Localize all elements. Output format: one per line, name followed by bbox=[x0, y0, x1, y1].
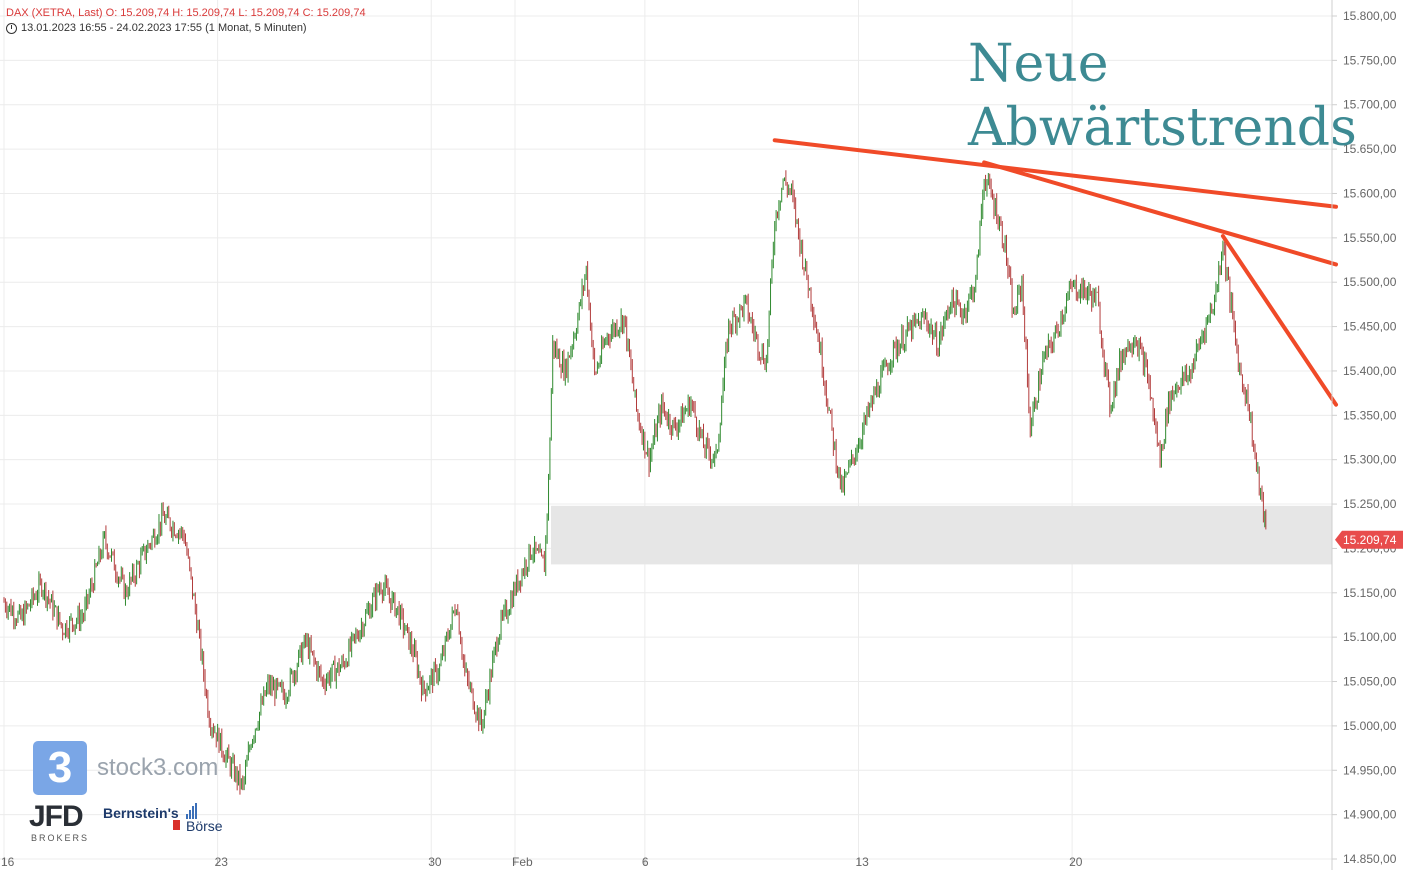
x-tick-label: 20 bbox=[1069, 855, 1083, 869]
instrument-ohlc-header: DAX (XETRA, Last) O: 15.209,74 H: 15.209… bbox=[6, 7, 366, 19]
y-tick-label: 15.600,00 bbox=[1343, 186, 1397, 200]
y-tick-label: 15.050,00 bbox=[1343, 675, 1397, 689]
last-price-tag-bg bbox=[1335, 530, 1403, 549]
y-tick-label: 15.800,00 bbox=[1343, 9, 1397, 23]
x-tick-label: 16 bbox=[1, 855, 15, 869]
support-zone bbox=[551, 505, 1332, 565]
stock3-logo-text: stock3.com bbox=[97, 754, 219, 781]
x-tick-label: 23 bbox=[215, 855, 229, 869]
y-tick-label: 15.450,00 bbox=[1343, 320, 1397, 334]
y-tick-label: 15.400,00 bbox=[1343, 364, 1397, 378]
time-axis[interactable]: 16 23 30 Feb 6 13 20 bbox=[1, 855, 1083, 869]
annotation-line-2: Abwärtstrends bbox=[968, 98, 1357, 158]
y-tick-label: 15.150,00 bbox=[1343, 586, 1397, 600]
y-tick-label: 15.550,00 bbox=[1343, 231, 1397, 245]
boerse-logo: Börse bbox=[186, 818, 223, 834]
y-tick-label: 15.300,00 bbox=[1343, 453, 1397, 467]
trend-annotation: Neue Abwärtstrends bbox=[968, 32, 1357, 160]
jfd-logo: JFD bbox=[29, 800, 84, 833]
y-tick-label: 15.750,00 bbox=[1343, 53, 1397, 67]
y-tick-label: 15.100,00 bbox=[1343, 630, 1397, 644]
y-tick-label: 15.650,00 bbox=[1343, 142, 1397, 156]
trendline bbox=[1220, 234, 1338, 407]
y-tick-label: 15.700,00 bbox=[1343, 98, 1397, 112]
annotation-line-1: Neue bbox=[968, 34, 1109, 94]
date-range-text: 13.01.2023 16:55 - 24.02.2023 17:55 (1 M… bbox=[21, 22, 307, 34]
y-tick-label: 14.900,00 bbox=[1343, 808, 1397, 822]
y-tick-label: 15.000,00 bbox=[1343, 719, 1397, 733]
y-tick-label: 14.850,00 bbox=[1343, 852, 1397, 866]
y-tick-label: 15.250,00 bbox=[1343, 497, 1397, 511]
stock3-logo-icon: 3 bbox=[33, 741, 87, 795]
x-tick-label: 13 bbox=[855, 855, 869, 869]
bernstein-mark-icon bbox=[173, 820, 180, 830]
bernstein-bars-icon bbox=[186, 801, 198, 819]
trendlines bbox=[772, 138, 1338, 407]
y-tick-label: 15.350,00 bbox=[1343, 408, 1397, 422]
last-price-tag: 15.209,74 bbox=[1335, 530, 1403, 549]
trendline bbox=[982, 160, 1338, 267]
bernstein-logo: Bernstein's bbox=[103, 805, 179, 821]
clock-icon bbox=[6, 22, 17, 34]
vertical-grid bbox=[3, 0, 1073, 859]
x-tick-label: 6 bbox=[642, 855, 649, 869]
date-range-header: 13.01.2023 16:55 - 24.02.2023 17:55 (1 M… bbox=[6, 22, 307, 34]
candle-series bbox=[3, 170, 1267, 795]
y-tick-label: 15.500,00 bbox=[1343, 275, 1397, 289]
trendline bbox=[772, 138, 1338, 209]
y-tick-label: 14.950,00 bbox=[1343, 763, 1397, 777]
price-axis[interactable]: 15.800,00 15.750,00 15.700,00 15.650,00 15.6… bbox=[1332, 9, 1397, 866]
jfd-logo-sub: BROKERS bbox=[31, 833, 90, 843]
x-tick-label: 30 bbox=[428, 855, 442, 869]
x-tick-label: Feb bbox=[512, 855, 533, 869]
last-price-label: 15.209,74 bbox=[1343, 533, 1397, 547]
